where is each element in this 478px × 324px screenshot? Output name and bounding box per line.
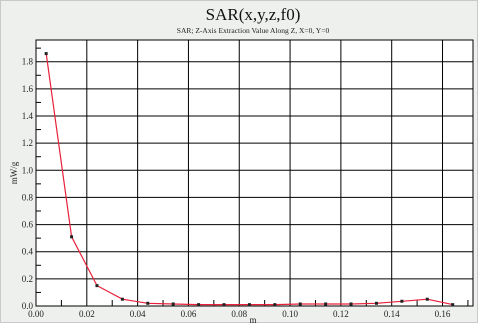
data-point (451, 303, 455, 307)
y-tick-label: 1.4 (22, 111, 34, 121)
data-point (298, 302, 302, 306)
data-point (247, 303, 251, 307)
data-point (222, 303, 226, 307)
x-tick-label: 0.04 (130, 309, 146, 319)
x-tick-label: 0.10 (282, 309, 298, 319)
y-tick-label: 1.2 (22, 138, 33, 148)
data-point (44, 52, 48, 56)
y-tick-label: 0.2 (22, 274, 33, 284)
x-tick-label: 0.16 (435, 309, 451, 319)
y-tick-label: 1.0 (22, 165, 34, 175)
y-axis-label: mW/g (9, 161, 19, 184)
x-tick-label: 0.06 (181, 309, 197, 319)
x-tick-label: 0.00 (28, 309, 44, 319)
data-point (171, 302, 175, 306)
y-tick-label: 0.4 (22, 247, 34, 257)
data-point (273, 303, 277, 307)
data-point (197, 303, 201, 307)
data-point (146, 301, 150, 305)
y-tick-label: 0.8 (22, 192, 34, 202)
plot-area (35, 39, 474, 307)
data-point (349, 302, 353, 306)
chart-subtitle: SAR; Z-Axis Extraction Value Along Z, X=… (177, 26, 330, 35)
y-tick-label: 0.0 (22, 301, 34, 311)
data-point (95, 284, 99, 288)
y-tick-label: 1.8 (22, 57, 34, 67)
data-point (120, 297, 124, 301)
x-tick-label: 0.14 (384, 309, 400, 319)
data-point (70, 235, 74, 239)
x-tick-label: 0.02 (79, 309, 95, 319)
x-tick-label: 0.08 (231, 309, 247, 319)
data-point (400, 299, 404, 303)
grid-lines (36, 40, 473, 306)
y-tick-label: 0.6 (22, 220, 34, 230)
data-point (324, 302, 328, 306)
y-tick-label: 1.6 (22, 84, 34, 94)
chart-title: SAR(x,y,z,f0) (206, 5, 301, 24)
x-tick-label: 0.12 (333, 309, 349, 319)
series-layer (44, 52, 455, 307)
data-point (425, 297, 429, 301)
x-axis-label: m (249, 315, 256, 324)
data-point (374, 301, 378, 305)
